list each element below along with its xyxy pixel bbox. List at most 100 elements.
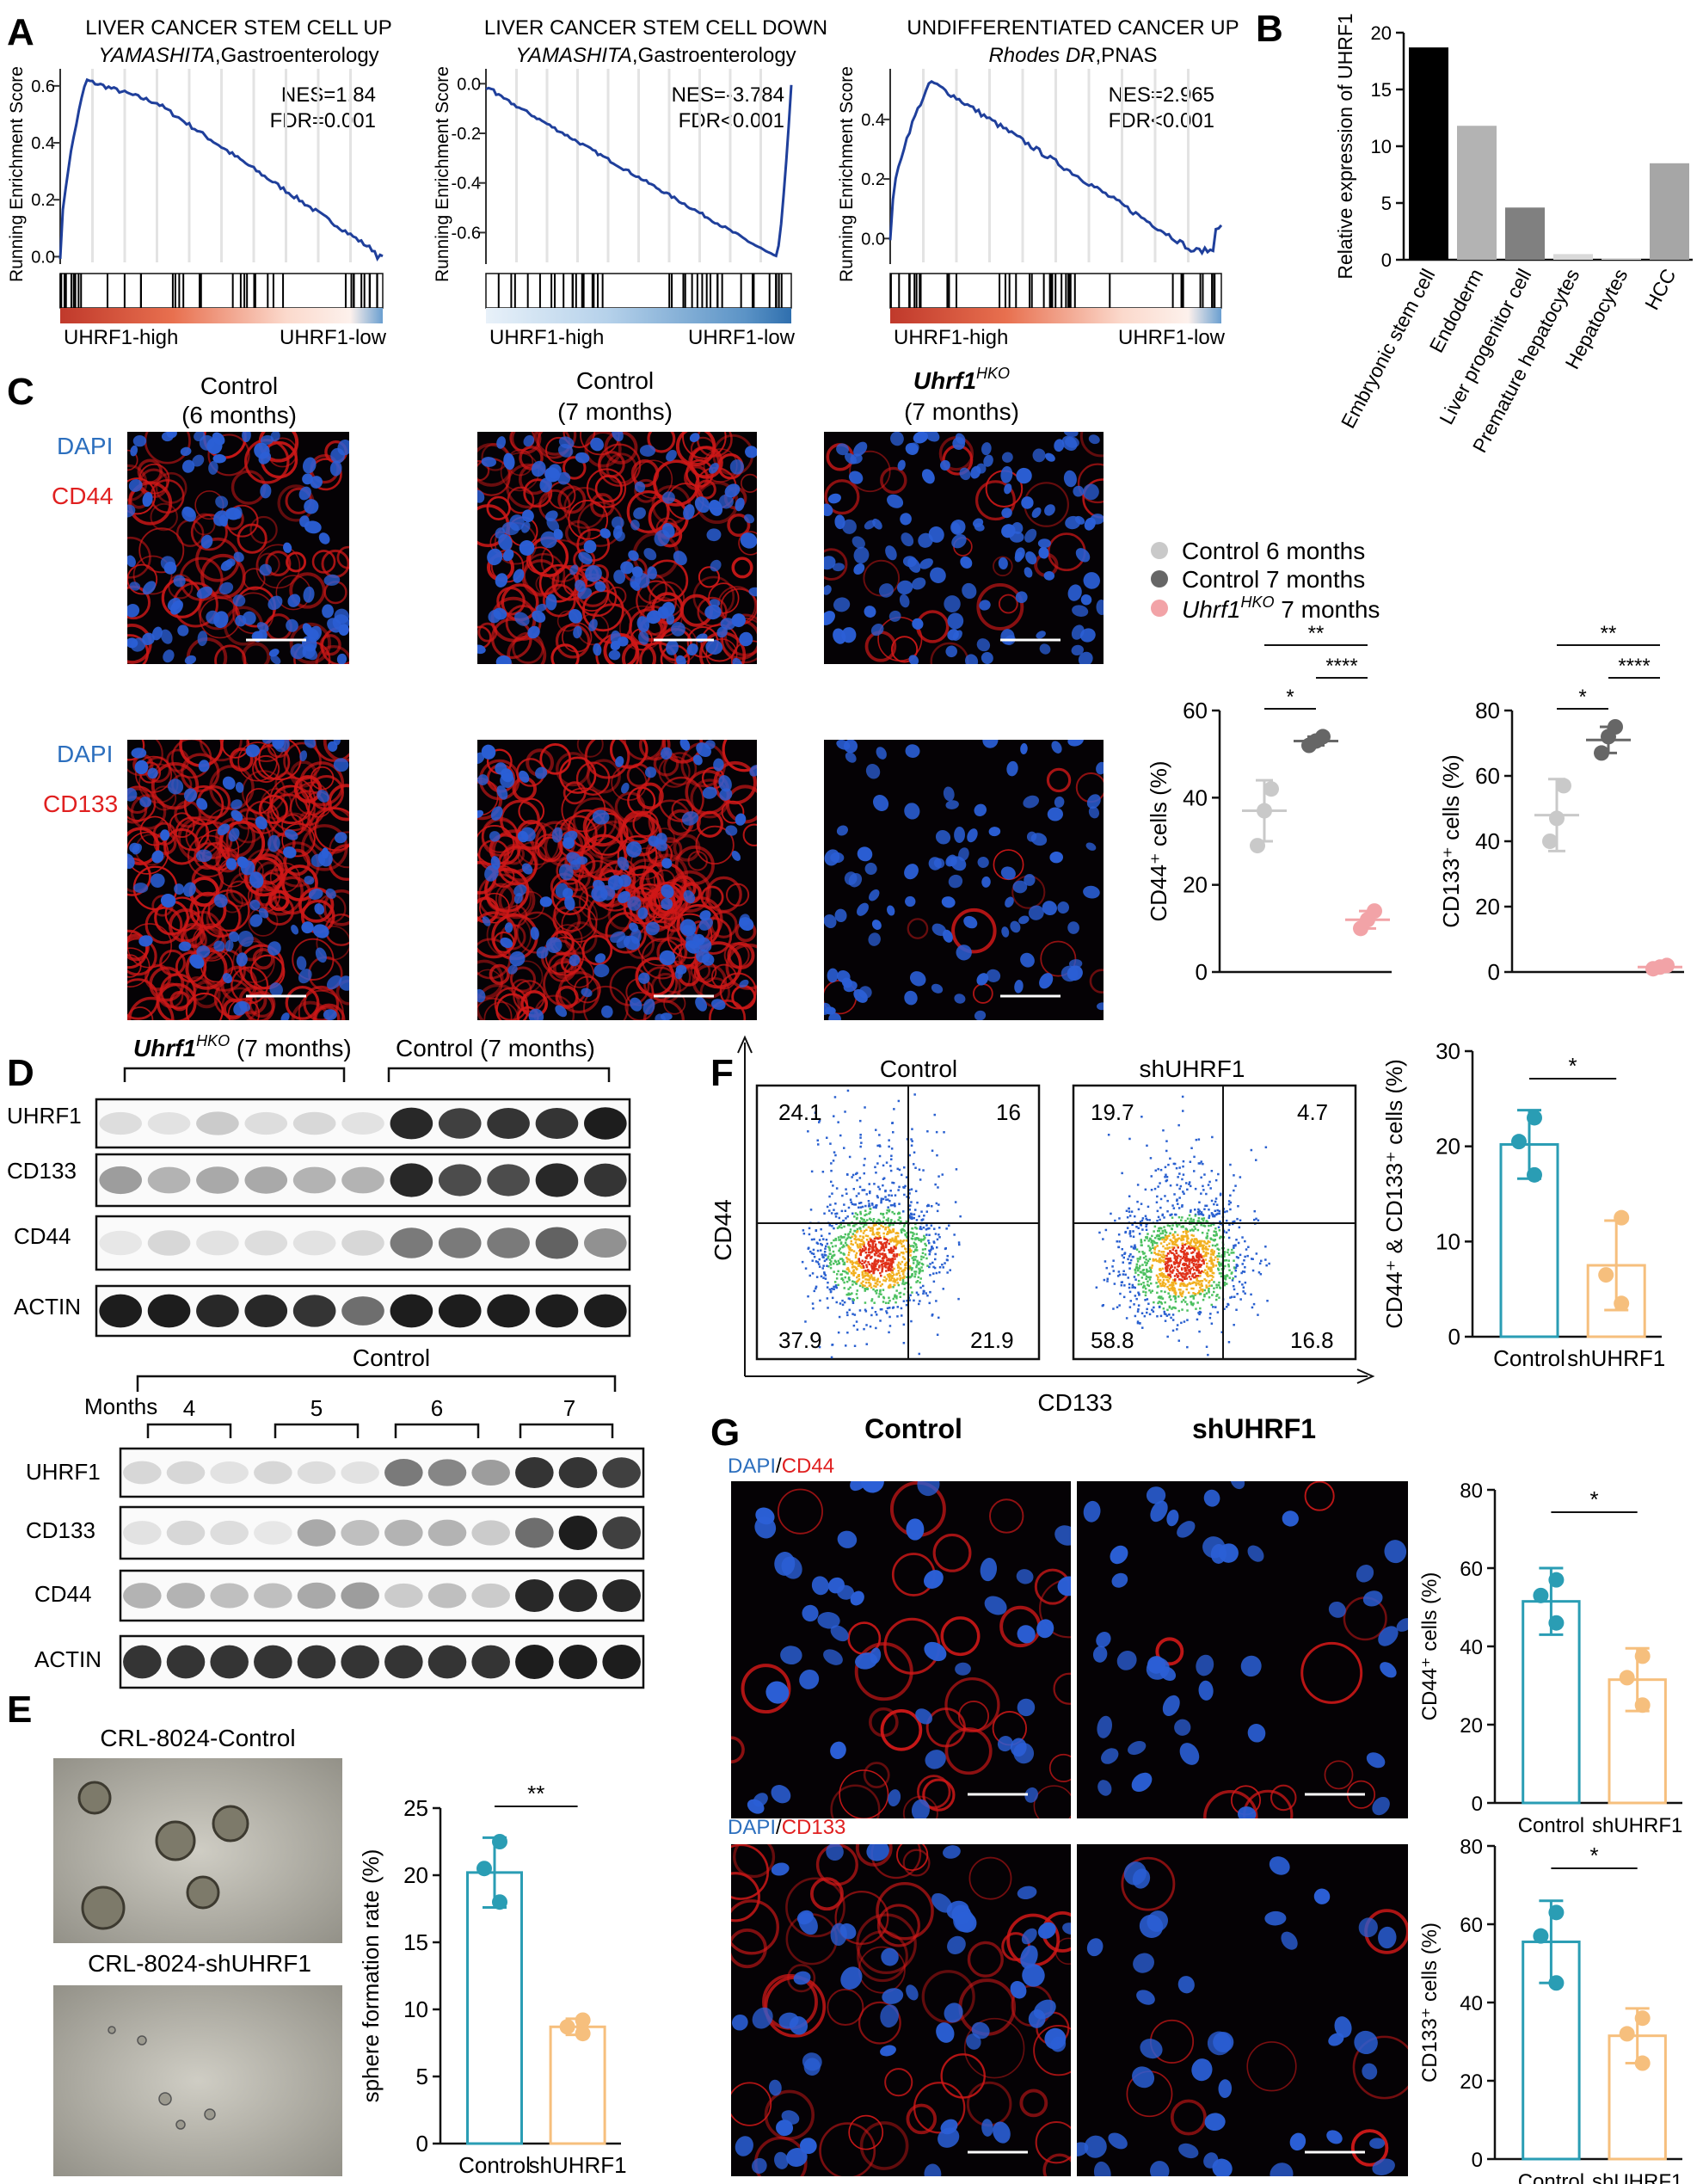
membrane — [609, 740, 649, 769]
event — [1155, 1234, 1159, 1237]
event — [1185, 1277, 1189, 1280]
nucleus — [1023, 795, 1040, 809]
event — [1195, 1282, 1197, 1284]
event — [839, 1273, 842, 1276]
event — [872, 1249, 876, 1252]
event — [849, 1198, 852, 1201]
event — [855, 1239, 858, 1241]
event — [911, 1257, 913, 1259]
event — [1206, 1234, 1208, 1238]
event — [1218, 1272, 1221, 1275]
event — [823, 1272, 826, 1276]
blot-d-uhrf1-band — [535, 1107, 579, 1140]
event — [875, 1285, 877, 1288]
event — [822, 1264, 825, 1267]
nucleus — [802, 1604, 819, 1622]
gsea-tick-label: 0.6 — [31, 77, 55, 96]
event — [1123, 1252, 1127, 1254]
event — [892, 1297, 895, 1301]
membrane — [902, 1849, 931, 1877]
event — [868, 1247, 870, 1251]
event — [882, 1226, 885, 1228]
nucleus — [799, 2138, 817, 2155]
event — [926, 1264, 929, 1267]
membrane — [834, 1890, 889, 1945]
nucleus — [827, 493, 841, 504]
event — [1106, 1280, 1109, 1283]
membrane — [1203, 1790, 1258, 1818]
nucleus — [944, 2003, 963, 2023]
event — [1202, 1258, 1205, 1261]
f-xlabel: CD133 — [1037, 1389, 1112, 1416]
event — [876, 1283, 879, 1286]
event — [1238, 1280, 1241, 1283]
event — [1190, 1261, 1193, 1264]
c-cd44-label: CD44 — [52, 483, 114, 509]
event — [1181, 1242, 1184, 1245]
blot-d2-uhrf1-band — [123, 1461, 162, 1485]
nucleus — [237, 930, 254, 947]
event — [1122, 1261, 1124, 1264]
event — [901, 1277, 904, 1279]
event — [1199, 1286, 1202, 1289]
event — [853, 1203, 856, 1206]
event — [895, 1240, 898, 1243]
membrane — [824, 548, 848, 581]
event — [880, 1224, 882, 1227]
event — [1141, 1286, 1145, 1289]
event — [1172, 1289, 1175, 1292]
event — [876, 1195, 879, 1197]
event — [1223, 1255, 1226, 1258]
event — [881, 1307, 883, 1311]
event — [1185, 1284, 1189, 1288]
event — [1173, 1291, 1176, 1295]
event — [1166, 1199, 1169, 1203]
event — [1152, 1240, 1154, 1242]
event — [1154, 1169, 1157, 1172]
event — [1228, 1277, 1231, 1279]
membrane — [314, 807, 349, 852]
event — [1202, 1244, 1205, 1246]
event — [1176, 1328, 1178, 1331]
event — [1179, 1292, 1182, 1295]
nucleus — [521, 509, 534, 523]
event — [916, 1259, 919, 1263]
nucleus — [270, 432, 280, 442]
event — [924, 1247, 926, 1251]
nucleus — [887, 494, 904, 508]
event — [1128, 1255, 1131, 1258]
membrane — [639, 642, 678, 664]
nucleus — [840, 1966, 863, 1990]
event — [820, 1242, 822, 1246]
event — [1190, 1252, 1193, 1254]
event — [1227, 1341, 1231, 1344]
event — [1168, 1295, 1171, 1299]
membrane — [576, 740, 604, 758]
event — [882, 1164, 885, 1167]
event — [853, 1313, 857, 1316]
event — [828, 1246, 831, 1250]
event — [865, 1193, 868, 1196]
event — [1184, 1263, 1187, 1265]
event — [884, 1227, 887, 1231]
event — [1205, 1204, 1208, 1207]
event — [870, 1307, 874, 1309]
event — [843, 1225, 845, 1228]
nucleus — [765, 1681, 790, 1704]
membrane — [127, 937, 157, 976]
event — [1233, 1288, 1236, 1291]
event — [864, 1278, 867, 1281]
tick-label: 0 — [1196, 959, 1208, 985]
event — [861, 1205, 864, 1209]
event — [1118, 1273, 1122, 1277]
event — [855, 1195, 858, 1197]
event — [1229, 1201, 1233, 1204]
event — [838, 1226, 840, 1228]
event — [845, 1239, 847, 1241]
g-cd133-sh-bg — [1077, 1844, 1408, 2176]
event — [1162, 1282, 1165, 1284]
nucleus — [1282, 1510, 1299, 1527]
event — [895, 1246, 897, 1250]
event — [1174, 1282, 1177, 1285]
nucleus — [694, 496, 710, 514]
